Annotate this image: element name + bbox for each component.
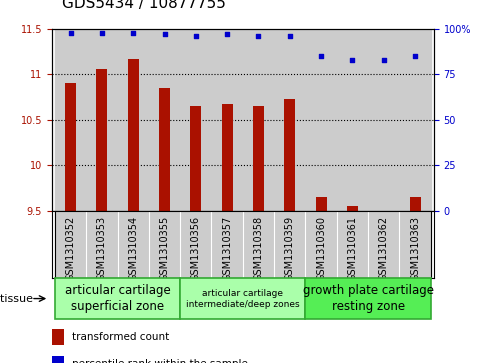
Text: articular cartilage
intermediate/deep zones: articular cartilage intermediate/deep zo… [186, 289, 300, 309]
Point [349, 57, 356, 63]
Bar [337, 29, 368, 211]
Text: transformed count: transformed count [71, 332, 169, 342]
Bar [52, 356, 64, 363]
Bar [410, 197, 421, 211]
Bar [399, 211, 431, 278]
Bar [86, 29, 117, 211]
Bar [117, 29, 149, 211]
Bar [284, 99, 295, 211]
Bar [180, 211, 211, 278]
Bar [211, 211, 243, 278]
Bar [117, 211, 149, 278]
Text: GSM1310359: GSM1310359 [285, 216, 295, 281]
Bar [86, 211, 117, 278]
Bar [368, 29, 399, 211]
Point [67, 30, 74, 36]
Point [254, 33, 262, 39]
Point [411, 53, 419, 59]
Bar [243, 29, 274, 211]
Bar [190, 106, 201, 211]
Text: GSM1310360: GSM1310360 [316, 216, 326, 281]
Bar [337, 211, 368, 278]
Bar [65, 83, 76, 211]
Bar [306, 29, 337, 211]
Text: GSM1310358: GSM1310358 [253, 216, 263, 281]
Text: articular cartilage
superficial zone: articular cartilage superficial zone [65, 284, 171, 313]
Bar [149, 29, 180, 211]
Point [223, 32, 231, 37]
Bar [274, 29, 306, 211]
Bar [52, 329, 64, 345]
Bar [306, 211, 337, 278]
Bar [159, 88, 170, 211]
Bar [243, 211, 274, 278]
Bar [211, 29, 243, 211]
Bar [399, 29, 431, 211]
Bar [222, 104, 233, 211]
Text: percentile rank within the sample: percentile rank within the sample [71, 359, 247, 363]
Bar [316, 197, 326, 211]
Point [192, 33, 200, 39]
Bar [149, 211, 180, 278]
Bar [55, 211, 86, 278]
Text: tissue: tissue [0, 294, 36, 303]
Bar [253, 106, 264, 211]
Text: GSM1310361: GSM1310361 [348, 216, 357, 281]
Bar [55, 29, 86, 211]
Bar [347, 206, 358, 211]
Point [161, 32, 169, 37]
Point [129, 30, 137, 36]
Text: GSM1310354: GSM1310354 [128, 216, 138, 281]
Bar [55, 278, 180, 319]
Text: growth plate cartilage
resting zone: growth plate cartilage resting zone [303, 284, 433, 313]
Bar [180, 278, 306, 319]
Bar [128, 59, 139, 211]
Point [286, 33, 294, 39]
Text: GSM1310362: GSM1310362 [379, 216, 389, 281]
Text: GSM1310356: GSM1310356 [191, 216, 201, 281]
Bar [306, 278, 431, 319]
Bar [368, 211, 399, 278]
Point [380, 57, 387, 63]
Text: GSM1310355: GSM1310355 [160, 216, 170, 281]
Bar [274, 211, 306, 278]
Text: GSM1310352: GSM1310352 [66, 216, 75, 281]
Text: GSM1310357: GSM1310357 [222, 216, 232, 281]
Text: GSM1310353: GSM1310353 [97, 216, 107, 281]
Point [317, 53, 325, 59]
Bar [97, 69, 107, 211]
Text: GSM1310363: GSM1310363 [410, 216, 420, 281]
Text: GDS5434 / 10877755: GDS5434 / 10877755 [62, 0, 225, 11]
Bar [180, 29, 211, 211]
Point [98, 30, 106, 36]
